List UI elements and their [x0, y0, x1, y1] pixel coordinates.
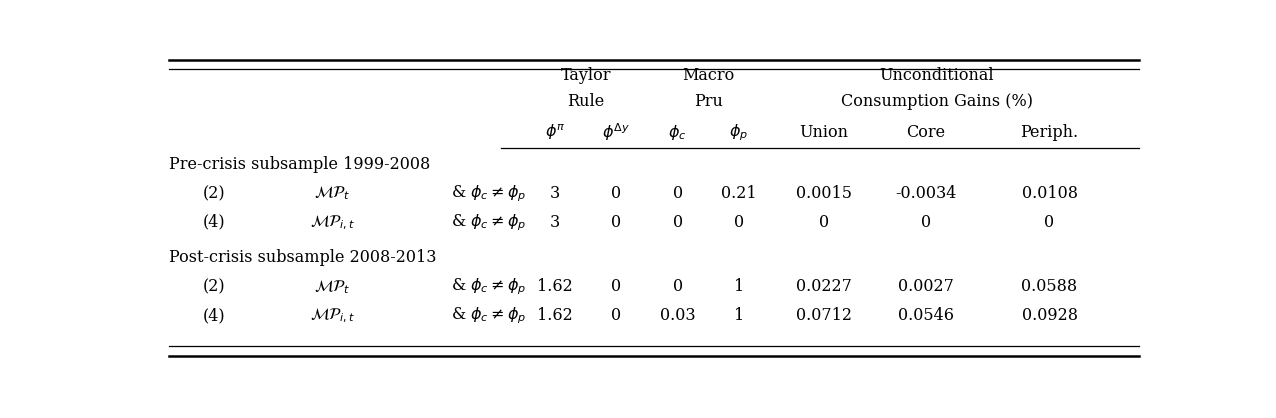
Text: $\phi_c$: $\phi_c$ [669, 123, 686, 142]
Text: Periph.: Periph. [1021, 124, 1078, 141]
Text: 0: 0 [672, 185, 683, 202]
Text: 1: 1 [734, 278, 744, 295]
Text: 3: 3 [550, 185, 560, 202]
Text: (2): (2) [203, 278, 225, 295]
Text: (4): (4) [203, 307, 225, 324]
Text: 0.03: 0.03 [660, 307, 695, 324]
Text: (4): (4) [203, 214, 225, 231]
Text: $\phi^{\Delta y}$: $\phi^{\Delta y}$ [602, 121, 630, 143]
Text: Unconditional: Unconditional [879, 67, 994, 84]
Text: Pru: Pru [694, 93, 722, 110]
Text: $\mathcal{MP}_t$: $\mathcal{MP}_t$ [314, 278, 351, 296]
Text: 1: 1 [734, 307, 744, 324]
Text: & $\phi_c \neq \phi_p$: & $\phi_c \neq \phi_p$ [452, 276, 527, 297]
Text: $\phi_p$: $\phi_p$ [730, 122, 749, 143]
Text: 0.0108: 0.0108 [1022, 185, 1077, 202]
Text: $\mathcal{MP}_t$: $\mathcal{MP}_t$ [314, 184, 351, 202]
Text: 0.0712: 0.0712 [796, 307, 852, 324]
Text: 0.0027: 0.0027 [898, 278, 954, 295]
Text: 0: 0 [611, 185, 621, 202]
Text: Rule: Rule [567, 93, 605, 110]
Text: Core: Core [906, 124, 946, 141]
Text: 0: 0 [819, 214, 829, 231]
Text: 0.0227: 0.0227 [796, 278, 852, 295]
Text: Consumption Gains (%): Consumption Gains (%) [841, 93, 1032, 110]
Text: 0.0928: 0.0928 [1022, 307, 1077, 324]
Text: 0.0015: 0.0015 [796, 185, 852, 202]
Text: Pre-crisis subsample 1999-2008: Pre-crisis subsample 1999-2008 [170, 156, 430, 173]
Text: 0: 0 [611, 214, 621, 231]
Text: 3: 3 [550, 214, 560, 231]
Text: 1.62: 1.62 [537, 278, 573, 295]
Text: 0: 0 [611, 307, 621, 324]
Text: 0: 0 [672, 278, 683, 295]
Text: 0: 0 [1045, 214, 1054, 231]
Text: $\mathcal{MP}_{i,t}$: $\mathcal{MP}_{i,t}$ [310, 213, 355, 232]
Text: -0.0034: -0.0034 [896, 185, 957, 202]
Text: & $\phi_c \neq \phi_p$: & $\phi_c \neq \phi_p$ [452, 212, 527, 233]
Text: 0.0546: 0.0546 [898, 307, 954, 324]
Text: Post-crisis subsample 2008-2013: Post-crisis subsample 2008-2013 [170, 249, 436, 266]
Text: 0: 0 [734, 214, 744, 231]
Text: Union: Union [800, 124, 849, 141]
Text: & $\phi_c \neq \phi_p$: & $\phi_c \neq \phi_p$ [452, 306, 527, 326]
Text: 0: 0 [921, 214, 931, 231]
Text: & $\phi_c \neq \phi_p$: & $\phi_c \neq \phi_p$ [452, 183, 527, 204]
Text: 0.21: 0.21 [721, 185, 757, 202]
Text: 0.0588: 0.0588 [1022, 278, 1077, 295]
Text: $\mathcal{MP}_{i,t}$: $\mathcal{MP}_{i,t}$ [310, 306, 355, 325]
Text: Taylor: Taylor [560, 67, 611, 84]
Text: 1.62: 1.62 [537, 307, 573, 324]
Text: $\phi^{\pi}$: $\phi^{\pi}$ [545, 122, 565, 142]
Text: Macro: Macro [683, 67, 735, 84]
Text: 0: 0 [611, 278, 621, 295]
Text: 0: 0 [672, 214, 683, 231]
Text: (2): (2) [203, 185, 225, 202]
